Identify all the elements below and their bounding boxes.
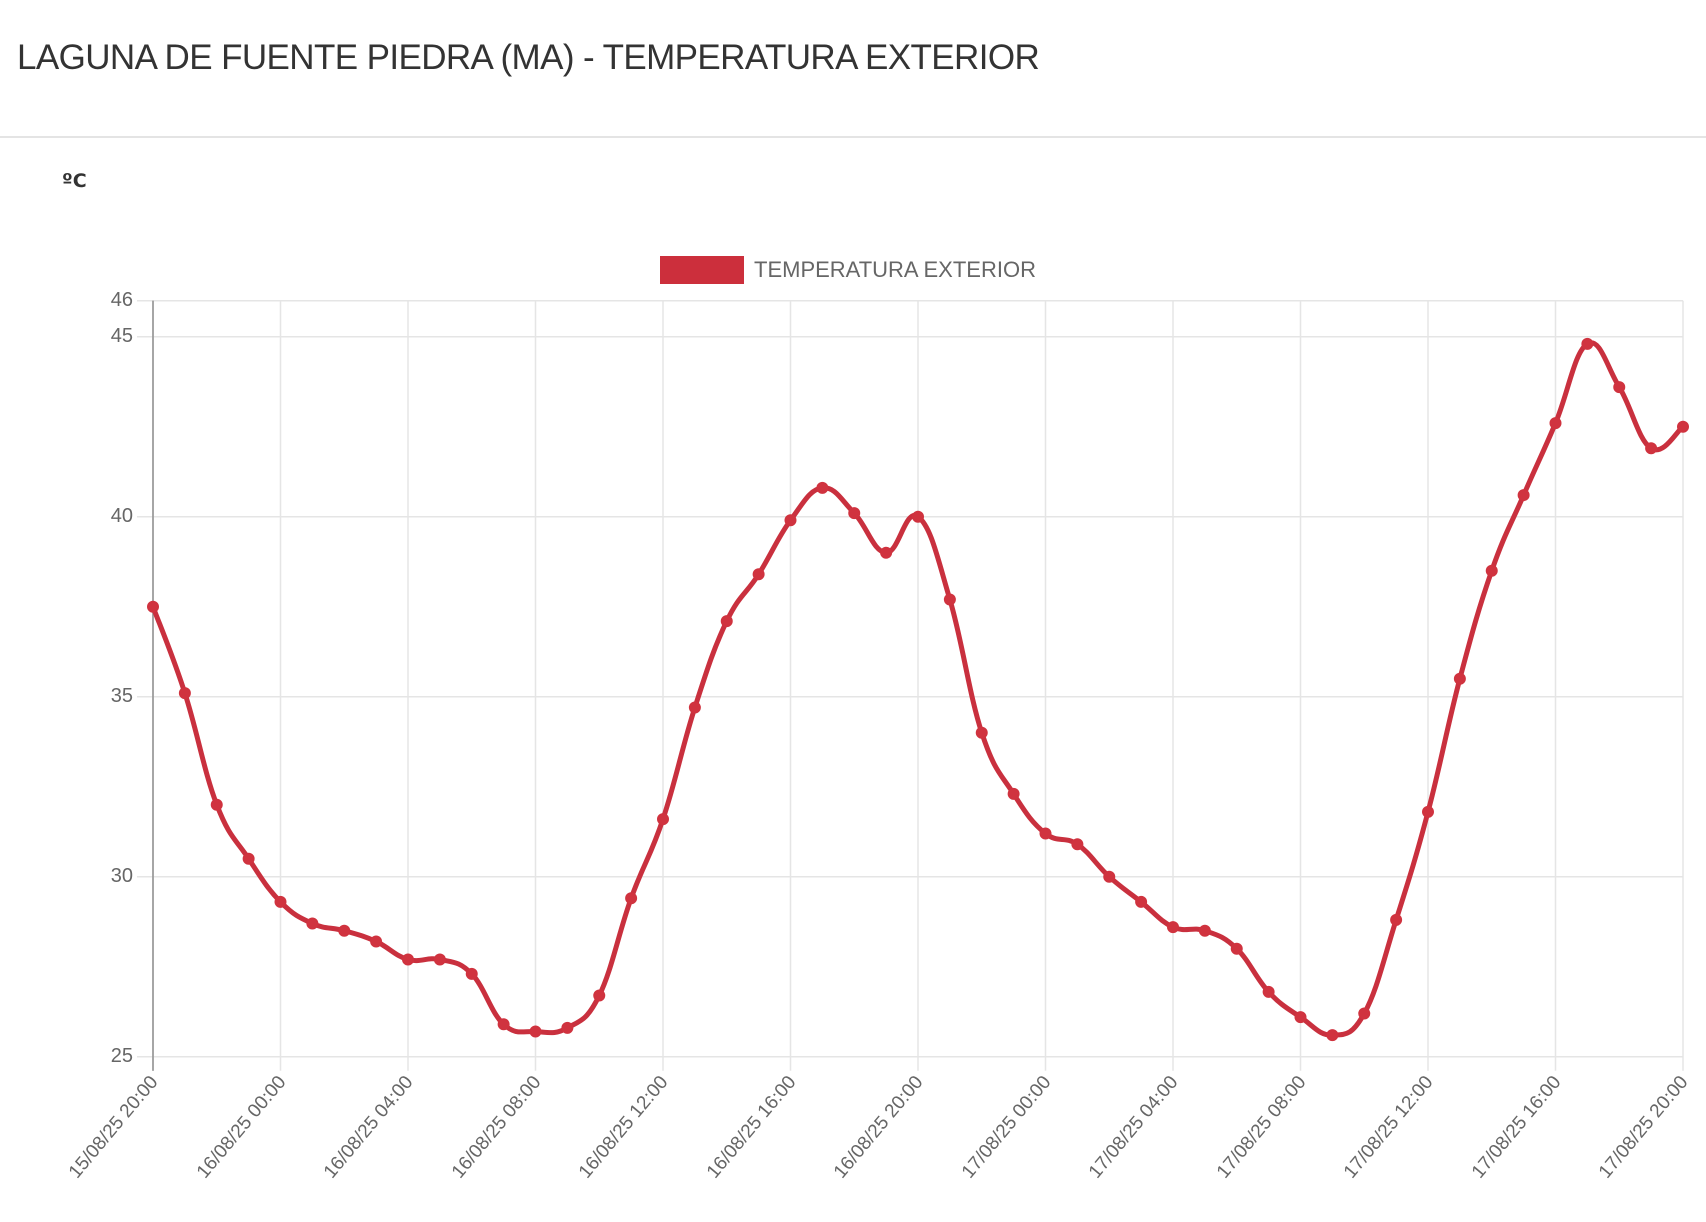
data-point[interactable] — [147, 600, 159, 613]
page-header: LAGUNA DE FUENTE PIEDRA (MA) - TEMPERATU… — [0, 0, 1706, 138]
y-tick-label: 35 — [110, 684, 133, 707]
data-point[interactable] — [338, 924, 351, 937]
data-point[interactable] — [1071, 838, 1084, 851]
data-point[interactable] — [1039, 827, 1052, 840]
data-point[interactable] — [529, 1025, 542, 1038]
data-point[interactable] — [1294, 1011, 1307, 1024]
data-point[interactable] — [402, 953, 414, 966]
data-point[interactable] — [1517, 489, 1530, 502]
data-point[interactable] — [465, 967, 478, 980]
data-point[interactable] — [1326, 1029, 1339, 1042]
data-point[interactable] — [274, 895, 287, 908]
data-point[interactable] — [433, 953, 446, 966]
data-point[interactable] — [1198, 924, 1211, 937]
data-point[interactable] — [1613, 381, 1626, 394]
data-point[interactable] — [880, 546, 893, 559]
data-point[interactable] — [1677, 420, 1689, 433]
data-point[interactable] — [688, 701, 701, 714]
data-point[interactable] — [370, 935, 383, 948]
y-tick-label: 40 — [110, 504, 133, 527]
data-point[interactable] — [625, 892, 638, 905]
legend-color-swatch — [660, 256, 744, 284]
data-point[interactable] — [306, 917, 319, 930]
data-point[interactable] — [784, 514, 797, 527]
y-tick-label: 30 — [110, 864, 133, 887]
data-point[interactable] — [593, 989, 606, 1002]
data-point[interactable] — [720, 615, 733, 628]
data-point[interactable] — [1167, 921, 1179, 934]
y-tick-label: 46 — [110, 288, 133, 311]
legend-label: TEMPERATURA EXTERIOR — [754, 257, 1036, 282]
data-point[interactable] — [242, 852, 255, 865]
data-point[interactable] — [178, 687, 191, 700]
data-point[interactable] — [1485, 564, 1498, 577]
y-tick-label: 45 — [110, 324, 133, 347]
data-point[interactable] — [1645, 442, 1658, 455]
data-point[interactable] — [1262, 985, 1275, 998]
data-point[interactable] — [210, 798, 223, 811]
data-point[interactable] — [912, 510, 924, 523]
data-point[interactable] — [1230, 942, 1243, 955]
data-point[interactable] — [1422, 805, 1434, 818]
data-point[interactable] — [1135, 895, 1148, 908]
y-axis-unit-label: ºC — [62, 170, 87, 192]
page-title: LAGUNA DE FUENTE PIEDRA (MA) - TEMPERATU… — [17, 38, 1040, 77]
chart-legend[interactable]: TEMPERATURA EXTERIOR — [660, 256, 1036, 284]
data-point[interactable] — [943, 593, 956, 606]
data-point[interactable] — [561, 1021, 574, 1034]
data-point[interactable] — [1549, 417, 1562, 430]
data-point[interactable] — [497, 1018, 510, 1031]
data-point[interactable] — [1103, 870, 1116, 883]
data-point[interactable] — [1390, 913, 1403, 926]
data-point[interactable] — [657, 813, 669, 826]
data-point[interactable] — [1358, 1007, 1371, 1020]
data-point[interactable] — [1007, 787, 1020, 800]
data-point[interactable] — [752, 568, 765, 581]
data-point[interactable] — [1581, 337, 1594, 350]
y-tick-label: 25 — [110, 1044, 133, 1067]
data-point[interactable] — [848, 507, 861, 520]
data-point[interactable] — [1453, 672, 1466, 685]
data-point[interactable] — [975, 726, 988, 739]
data-point[interactable] — [816, 481, 829, 494]
